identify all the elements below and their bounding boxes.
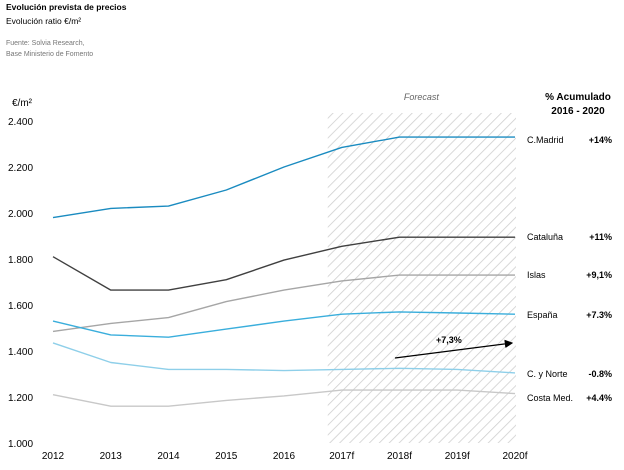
y-tick-label: 1.200 [8, 393, 33, 404]
series-line-c-y-norte [52, 342, 516, 374]
series-label: Islas [527, 270, 546, 280]
series-label: España [527, 310, 558, 320]
series-change: +4.4% [586, 393, 612, 403]
series-line-catalu-a [52, 236, 515, 291]
y-tick-label: 1.600 [8, 301, 33, 312]
y-tick-label: 2.000 [8, 209, 33, 220]
source-line-2: Base Ministerio de Fomento [6, 51, 94, 58]
y-tick-label: 2.200 [8, 163, 33, 174]
annotation-arrow [394, 339, 514, 359]
y-tick-label: 1.800 [8, 255, 33, 266]
column-header-line-1: % Acumulado [545, 92, 611, 103]
series-change: +11% [589, 232, 612, 242]
x-tick-label: 2014 [157, 451, 180, 462]
annotation-text: +7,3% [436, 335, 462, 345]
series-label: C. y Norte [527, 369, 568, 379]
x-tick-label: 2012 [42, 451, 65, 462]
x-tick-label: 2015 [215, 451, 238, 462]
y-tick-label: 1.000 [8, 439, 33, 450]
x-axis: 2012 2013 2014 2015 2016 2017f 2018f 2019f 2020f [42, 451, 528, 462]
x-tick-label: 2016 [273, 451, 296, 462]
column-header-line-2: 2016 - 2020 [551, 106, 605, 117]
forecast-label: Forecast [404, 92, 440, 102]
series-labels: C.Madrid +14% Cataluña +11% Islas +9,1% España… [527, 135, 612, 403]
series-label: Cataluña [527, 232, 563, 242]
chart-subtitle: Evolución ratio €/m² [6, 16, 82, 26]
series-line-islas [52, 274, 515, 333]
series-change: +9,1% [586, 270, 612, 280]
y-axis: 1.000 1.200 1.400 1.600 1.800 2.000 2.200 2.400 [8, 117, 33, 450]
chart-title: Evolución prevista de precios [6, 2, 127, 12]
series-label: C.Madrid [527, 135, 564, 145]
y-tick-label: 1.400 [8, 347, 33, 358]
series-label: Costa Med. [527, 393, 573, 403]
series-change: +7.3% [586, 310, 612, 320]
x-tick-label: 2018f [387, 451, 412, 462]
x-tick-label: 2019f [445, 451, 470, 462]
forecast-band [327, 113, 516, 443]
x-tick-label: 2013 [100, 451, 123, 462]
x-tick-label: 2017f [329, 451, 354, 462]
series-line-espa-a [52, 311, 516, 338]
series-line-c-madrid [52, 136, 515, 219]
source-line-1: Fuente: Solvia Research, [6, 40, 85, 47]
series-lines [52, 136, 516, 407]
source-note: Fuente: Solvia Research, Base Ministerio… [6, 38, 166, 60]
x-tick-label: 2020f [502, 451, 527, 462]
series-line-costa-med- [52, 389, 516, 407]
series-change: -0.8% [588, 369, 612, 379]
y-tick-label: 2.400 [8, 117, 33, 128]
y-axis-label: €/m² [12, 98, 33, 109]
series-change: +14% [589, 135, 612, 145]
